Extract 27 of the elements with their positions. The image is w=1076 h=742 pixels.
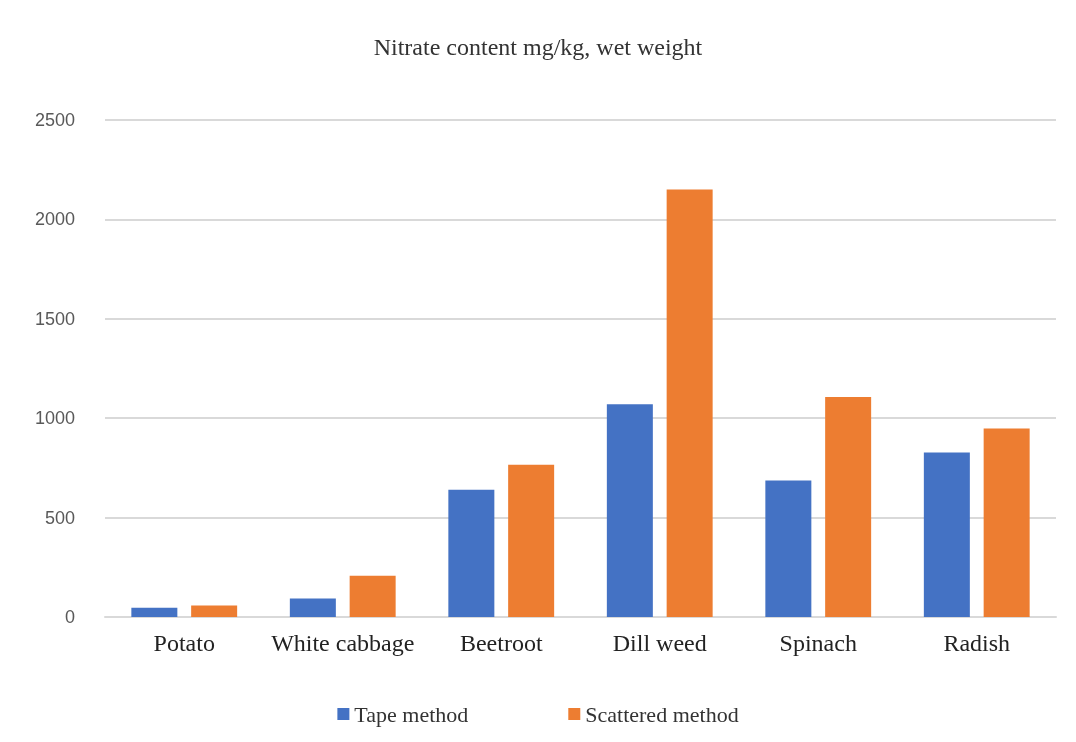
bar — [666, 189, 713, 617]
y-tick-label: 1000 — [34, 408, 75, 429]
x-tick-label: Spinach — [779, 630, 857, 656]
x-tick-label: Dill weed — [612, 630, 707, 656]
chart-title: Nitrate content mg/kg, wet weight — [373, 34, 703, 60]
bar — [448, 489, 495, 617]
bar — [508, 464, 555, 617]
bar — [131, 607, 178, 617]
x-tick-label: Beetroot — [459, 630, 543, 656]
y-tick-label: 0 — [64, 607, 75, 627]
bar — [765, 480, 812, 617]
bar — [983, 428, 1030, 617]
bar — [825, 396, 872, 617]
x-tick-label: Radish — [943, 630, 1011, 656]
bar — [606, 404, 653, 617]
legend-label: Tape method — [354, 701, 469, 727]
bar — [191, 605, 238, 617]
legend-label: Scattered method — [585, 701, 739, 727]
y-tick-label: 500 — [44, 507, 75, 528]
bar — [923, 452, 970, 617]
y-tick-label: 2500 — [34, 110, 75, 130]
y-tick-label: 1500 — [34, 308, 75, 329]
x-tick-label: White cabbage — [271, 630, 415, 656]
bar — [349, 575, 396, 617]
x-tick-label: Potato — [153, 630, 215, 656]
bar — [289, 598, 336, 617]
y-tick-label: 2000 — [34, 209, 75, 230]
